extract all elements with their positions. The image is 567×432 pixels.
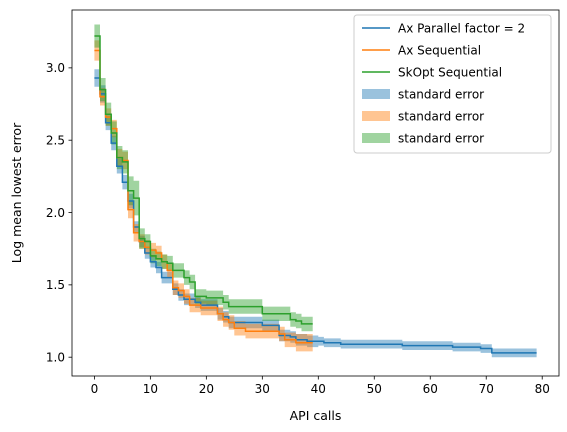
legend-label: standard error [398,110,484,124]
x-tick-label: 20 [199,382,214,396]
x-tick-label: 70 [479,382,494,396]
legend-label: standard error [398,88,484,102]
series-line-2 [94,49,313,344]
legend-label: SkOpt Sequential [398,66,502,80]
y-tick-label: 2.0 [46,206,65,220]
y-tick-label: 2.5 [46,133,65,147]
legend-label: Ax Parallel factor = 2 [398,22,525,36]
x-tick-label: 40 [311,382,326,396]
legend-patch-swatch [362,133,390,143]
series-line-1 [94,77,537,354]
x-axis-label: API calls [290,408,342,423]
legend-patch-swatch [362,111,390,121]
x-axis-ticks: 0 10 20 30 40 50 60 70 80 [91,376,550,396]
x-tick-label: 0 [91,382,99,396]
legend-box [353,14,552,154]
series-lines [94,35,537,354]
series-line-3 [94,35,313,325]
legend-patch-swatch [362,89,390,99]
plot-frame [71,9,560,377]
x-tick-label: 80 [535,382,550,396]
legend-label: standard error [398,132,484,146]
y-tick-label: 1.0 [46,350,65,364]
x-tick-label: 60 [423,382,438,396]
y-tick-label: 3.0 [46,61,65,75]
x-tick-label: 10 [143,382,158,396]
legend: Ax Parallel factor = 2 Ax Sequential SkOpt… [353,14,552,154]
x-tick-label: 30 [255,382,270,396]
y-axis-label: Log mean lowest error [9,122,24,263]
x-tick-label: 50 [367,382,382,396]
legend-label: Ax Sequential [398,44,481,58]
y-tick-label: 1.5 [46,278,65,292]
y-axis-ticks: 1.0 1.5 2.0 2.5 3.0 [46,61,72,364]
